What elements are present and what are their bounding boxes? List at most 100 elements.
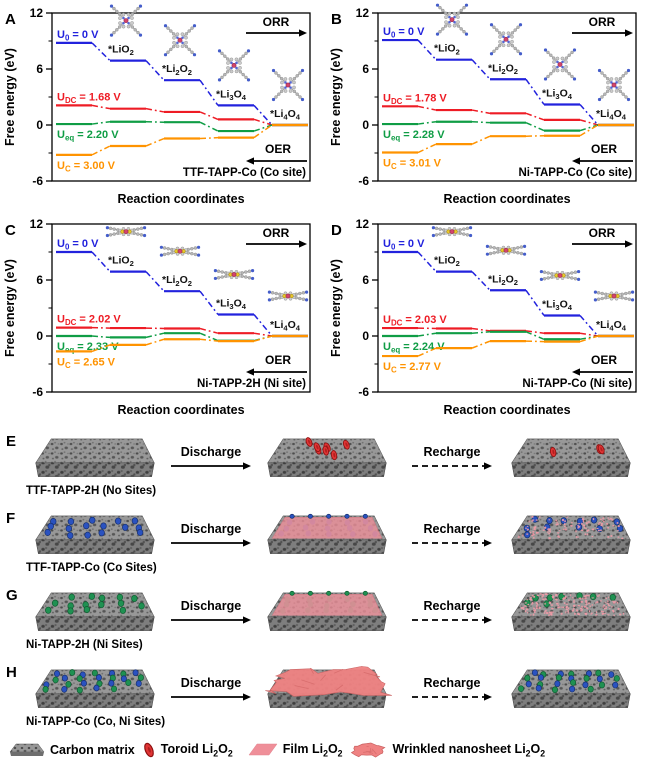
system-label: Ni-TAPP-Co (Co site) [518, 167, 632, 179]
series-orange: UC = 3.00 V [56, 123, 308, 174]
y-tick-label: 0 [362, 118, 369, 132]
carbon-matrix-slab [35, 669, 155, 708]
slab-2 [254, 504, 406, 562]
legend-label: Carbon matrix [50, 743, 135, 757]
discharge-arrow-label: Discharge [180, 522, 242, 536]
oer-label: OER [591, 353, 617, 367]
species-label: *LiO2 [434, 43, 460, 57]
discharge-arrow-shaft [171, 693, 251, 701]
recharge-arrow-shaft [412, 616, 492, 624]
energy-diagram-grid: A 12 6 0 -6 Free energy (eV) Reaction coordina… [0, 3, 652, 425]
system-label: Ni-TAPP-Co (Ni site) [522, 378, 632, 390]
carbon-matrix-slab [267, 437, 387, 477]
x-axis-label: Reaction coordinates [443, 403, 570, 417]
discharge-arrow-label: Discharge [180, 445, 242, 459]
carbon-icon [9, 743, 45, 756]
system-label: TTF-TAPP-Co (Co site) [183, 167, 306, 179]
species-label: *LiO2 [108, 44, 134, 58]
discharge-arrow-icon [171, 462, 251, 470]
slab-3 [498, 581, 648, 639]
energy-panel-b: B 12 6 0 -6 Free energy (eV) Reaction coordina… [329, 3, 637, 206]
potential-label: UDC = 2.03 V [383, 314, 447, 328]
species-label: *Li2O2 [488, 62, 518, 76]
wrinkled-icon [350, 742, 386, 758]
discharge-arrow-shaft [171, 539, 251, 547]
series-orange: UC = 2.65 V [56, 334, 308, 370]
y-tick-label: -6 [358, 385, 369, 399]
legend-label: Toroid Li2O2 [160, 741, 233, 759]
y-axis-label: Free energy (eV) [3, 48, 17, 146]
species-label: *Li4O4 [596, 319, 627, 333]
series-blue: U0 = 0 V [382, 26, 634, 127]
potential-label: U0 = 0 V [57, 238, 99, 252]
molecule-icon [485, 244, 527, 256]
molecule-icon [593, 290, 635, 302]
toroid-li2o2 [342, 439, 350, 450]
orr-arrow [572, 240, 633, 248]
carbon-slab-front [267, 539, 387, 554]
toroid-li2o2 [305, 437, 313, 447]
toroid-li2o2 [313, 442, 321, 453]
carbon-matrix-slab [511, 515, 631, 554]
material-caption: Ni-TAPP-2H (Ni Sites) [26, 639, 143, 651]
recharge-arrow-label: Recharge [423, 445, 481, 459]
slab-3 [498, 427, 648, 485]
carbon-slab-front [267, 462, 387, 477]
x-axis-label: Reaction coordinates [117, 192, 244, 206]
potential-label: Ueq = 2.28 V [383, 129, 445, 143]
potential-label: Ueq = 2.20 V [57, 129, 119, 143]
series-green: Ueq = 2.28 V [382, 120, 634, 143]
molecule-icon [431, 226, 473, 238]
panel-letter: A [5, 11, 16, 28]
recharge-arrow-label: Recharge [423, 676, 481, 690]
carbon-slab-front [267, 693, 387, 708]
toroid-li2o2 [549, 447, 557, 458]
discharge-arrow-icon [171, 616, 251, 624]
carbon-matrix-slab [265, 666, 392, 708]
oer-arrow [572, 157, 633, 165]
material-caption: TTF-TAPP-2H (No Sites) [26, 485, 157, 497]
panel-letter: F [6, 510, 16, 527]
carbon-slab-top [511, 438, 631, 464]
carbon-matrix-slab [267, 590, 387, 631]
potential-label: UC = 2.65 V [57, 356, 116, 370]
panel-letter: E [6, 433, 17, 450]
molecule-icon [267, 290, 309, 302]
potential-label: UC = 3.00 V [57, 160, 116, 174]
species-label: *Li4O4 [596, 108, 627, 122]
molecule-icon [489, 23, 523, 56]
y-tick-label: 6 [36, 273, 43, 287]
discharge-arrow-label: Discharge [180, 599, 242, 613]
carbon-matrix-slab [267, 513, 387, 554]
figure-legend: Carbon matrix Toroid Li2O2 Film Li2O2 Wrink… [0, 739, 653, 761]
slab-1: Ni-TAPP-2H (Ni Sites) [22, 581, 168, 651]
carbon-slab-top [35, 438, 155, 464]
species-label: *Li3O4 [542, 298, 573, 312]
recharge-arrow: Recharge [406, 658, 498, 703]
molecule-icon [217, 49, 251, 82]
y-tick-label: 0 [362, 329, 369, 343]
recharge-arrow: Recharge [406, 427, 498, 472]
discharge-recharge-schematics: E TTF-TAPP-2H (No Sites) Discharge Recharge… [0, 427, 653, 735]
species-label: *Li4O4 [270, 319, 301, 333]
potential-label: U0 = 0 V [383, 26, 425, 40]
panel-letter: G [6, 587, 18, 604]
potential-label: UC = 2.77 V [383, 361, 442, 375]
legend-item-carbon: Carbon matrix [6, 739, 135, 761]
discharge-arrow: Discharge [168, 658, 254, 703]
toroid-li2o2 [330, 450, 338, 461]
orr-arrow [246, 240, 307, 248]
potential-label: UDC = 1.68 V [57, 91, 121, 105]
recharge-arrow: Recharge [406, 581, 498, 626]
recharge-arrow: Recharge [406, 504, 498, 549]
orr-label: ORR [589, 15, 616, 29]
orr-label: ORR [263, 226, 290, 240]
discharge-arrow-shaft [171, 462, 251, 470]
series-green: Ueq = 2.20 V [56, 120, 308, 143]
slab-2 [254, 581, 406, 639]
material-caption: Ni-TAPP-Co (Co, Ni Sites) [26, 716, 166, 728]
carbon-matrix-slab [35, 438, 155, 477]
y-tick-label: 0 [36, 118, 43, 132]
y-tick-label: 12 [30, 6, 44, 20]
panel-letter: B [331, 11, 342, 28]
